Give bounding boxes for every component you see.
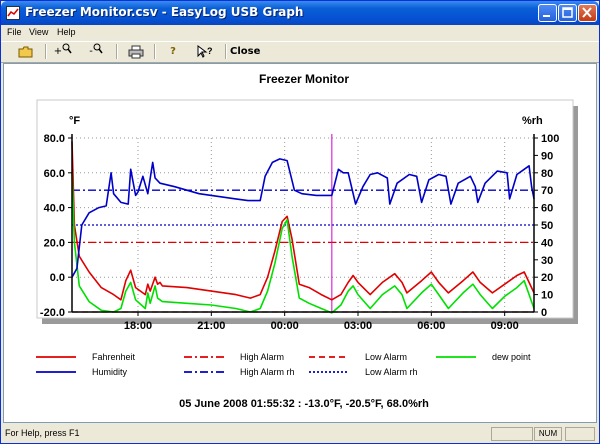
y-right-tick-label: 80 — [541, 168, 553, 180]
menu-help[interactable]: Help — [57, 27, 76, 37]
y-right-tick-label: 20 — [541, 272, 553, 284]
x-tick-label: 18:00 — [124, 320, 152, 332]
graph-area: Freezer Monitor °F %rh 80.0 60.0 40.0 20.0 0… — [3, 63, 597, 423]
series-lines — [71, 134, 535, 314]
title-bar[interactable]: Freezer Monitor.csv - EasyLog USB Graph — [1, 1, 599, 25]
window-title: Freezer Monitor.csv - EasyLog USB Graph — [25, 5, 304, 19]
y-right-tick-label: 100 — [541, 133, 559, 145]
status-pane — [491, 427, 533, 441]
y-right-tick-label: 10 — [541, 290, 553, 302]
y-right-tick-label: 90 — [541, 150, 553, 162]
y-right-tick-label: 50 — [541, 220, 553, 232]
close-button[interactable]: Close — [230, 46, 261, 57]
axes: 80.060.040.020.00.0-20.01009080706050403… — [40, 133, 559, 332]
svg-text:?: ? — [207, 46, 213, 56]
legend-label: Low Alarm — [365, 352, 407, 362]
y-left-tick-label: 0.0 — [50, 272, 65, 284]
print-button[interactable] — [125, 43, 147, 60]
y-left-tick-label: 40.0 — [44, 203, 65, 215]
minimize-icon — [543, 15, 550, 17]
legend-label: High Alarm — [240, 352, 284, 362]
close-window-button[interactable] — [578, 4, 597, 22]
y-right-tick-label: 70 — [541, 185, 553, 197]
readout-text: 05 June 2008 01:55:32 : -13.0°F, -20.5°F… — [179, 398, 429, 410]
y-left-label: °F — [69, 115, 80, 127]
magnifier-minus-icon — [93, 43, 103, 54]
open-file-button[interactable] — [15, 43, 37, 60]
status-num: NUM — [534, 427, 562, 441]
plot-panel — [36, 99, 574, 319]
y-right-tick-label: 30 — [541, 255, 553, 267]
toolbar-separator — [154, 44, 156, 59]
series-line — [71, 141, 535, 301]
grid-lines — [72, 137, 534, 313]
y-left-tick-label: -20.0 — [40, 307, 65, 319]
toolbar: + - ? ? Close — [1, 41, 599, 63]
toolbar-separator — [225, 44, 227, 59]
chart-title: Freezer Monitor — [259, 72, 349, 86]
y-right-tick-label: 60 — [541, 203, 553, 215]
zoom-out-button[interactable]: - — [85, 43, 107, 60]
status-help-text: For Help, press F1 — [5, 428, 80, 438]
maximize-button[interactable] — [558, 4, 577, 22]
toolbar-separator — [116, 44, 118, 59]
freezer-chart[interactable]: Freezer Monitor °F %rh 80.0 60.0 40.0 20.0 0… — [4, 64, 596, 422]
y-right-label: %rh — [522, 115, 543, 127]
x-tick-label: 06:00 — [417, 320, 445, 332]
menu-file[interactable]: File — [7, 27, 22, 37]
magnifier-plus-icon — [62, 43, 72, 54]
legend-label: Fahrenheit — [92, 352, 136, 362]
help-button[interactable]: ? — [170, 46, 176, 57]
legend-label: High Alarm rh — [240, 367, 295, 377]
y-left-tick-label: 60.0 — [44, 168, 65, 180]
y-right-tick-label: 0 — [541, 307, 547, 319]
status-bar: For Help, press F1 NUM — [1, 425, 599, 443]
maximize-icon — [562, 7, 573, 18]
context-help-button[interactable]: ? — [194, 43, 216, 60]
zoom-in-label: + — [53, 46, 63, 57]
open-folder-icon — [18, 46, 33, 58]
y-left-tick-label: 20.0 — [44, 237, 65, 249]
toolbar-separator — [45, 44, 47, 59]
printer-icon — [128, 45, 144, 59]
pointer-help-icon: ? — [197, 45, 213, 58]
zoom-out-label: - — [89, 46, 93, 57]
app-icon — [6, 6, 20, 20]
x-tick-label: 21:00 — [197, 320, 225, 332]
close-icon — [582, 7, 592, 18]
status-pane — [565, 427, 595, 441]
x-tick-label: 00:00 — [271, 320, 299, 332]
legend: Fahrenheit High Alarm Low Alarm dew point Hu… — [36, 352, 531, 377]
zoom-in-button[interactable]: + — [52, 43, 74, 60]
series-line — [71, 158, 535, 278]
minimize-button[interactable] — [538, 4, 557, 22]
y-right-tick-label: 40 — [541, 237, 553, 249]
x-tick-label: 09:00 — [491, 320, 519, 332]
legend-label: Low Alarm rh — [365, 367, 418, 377]
x-tick-label: 03:00 — [344, 320, 372, 332]
y-left-tick-label: 80.0 — [44, 133, 65, 145]
menu-bar: File View Help — [1, 25, 599, 41]
legend-label: Humidity — [92, 367, 128, 377]
series-line — [71, 172, 535, 314]
legend-label: dew point — [492, 352, 531, 362]
menu-view[interactable]: View — [29, 27, 49, 37]
